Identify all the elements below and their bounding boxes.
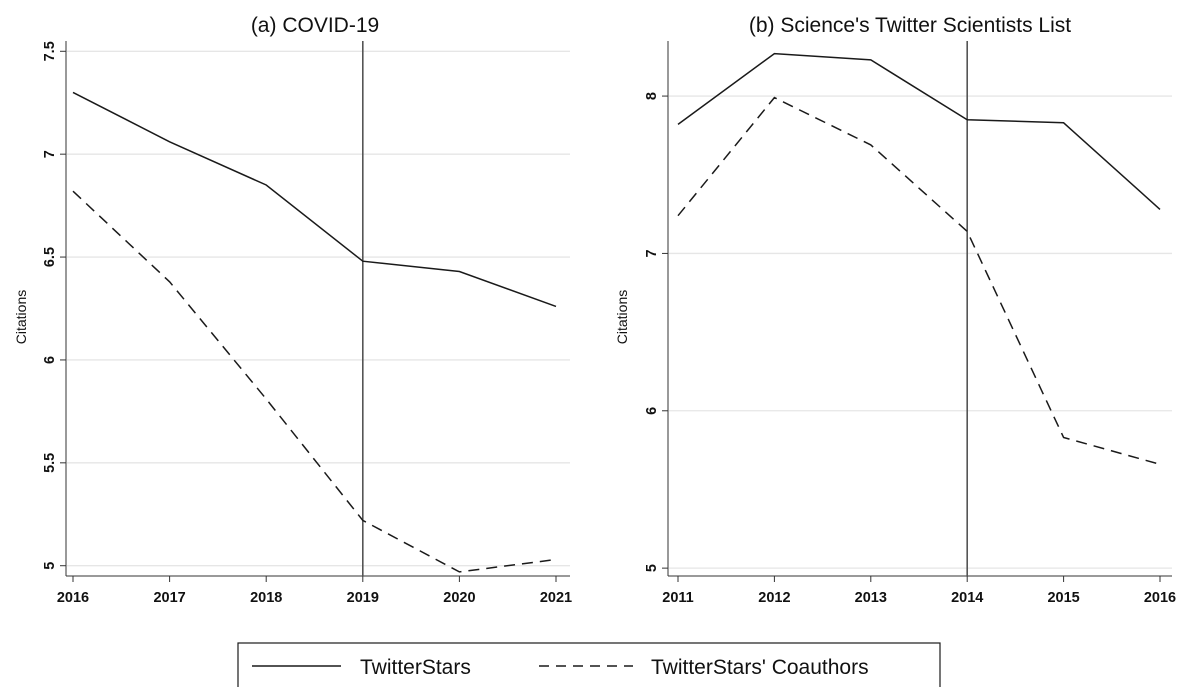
panel-b-y-tick-label: 5 xyxy=(644,564,660,572)
panel-a-x-tick-label: 2017 xyxy=(153,590,185,606)
legend: TwitterStars TwitterStars' Coauthors xyxy=(237,642,941,687)
panel-b-y-axis-label: Citations xyxy=(614,290,630,344)
panel-b-x-tick-label: 2015 xyxy=(1047,590,1079,606)
panel-a-series-coauthors-line xyxy=(72,190,557,573)
panel-a-y-tick-label: 7 xyxy=(42,150,58,158)
panel-a-y-tick-label: 5 xyxy=(42,562,58,570)
panel-b-x-tick-label: 2013 xyxy=(855,590,887,606)
panel-b-y-tick-label: 6 xyxy=(644,407,660,415)
panel-a-y-axis-label: Citations xyxy=(13,290,29,344)
panel-a-y-tick-label: 6.5 xyxy=(42,247,58,267)
panel-b: (b) Science's Twitter Scientists List Ci… xyxy=(614,14,1176,606)
panel-b-y-tick-label: 7 xyxy=(644,249,660,257)
panel-b-x-tick-label: 2016 xyxy=(1144,590,1176,606)
panel-a-plot-area: 5 5.5 6 6.5 7 7.5 2016 2017 2018 2019 2020 2021 xyxy=(42,41,572,606)
panel-a-y-tick-label: 5.5 xyxy=(42,453,58,473)
panel-a-x-tick-label: 2019 xyxy=(347,590,379,606)
legend-item-twitterstars: TwitterStars xyxy=(360,656,471,679)
panel-b-x-tick-label: 2011 xyxy=(662,590,693,606)
panel-b-series-twitterstars-line xyxy=(677,52,1161,210)
legend-box xyxy=(237,642,941,687)
panel-a-x-tick-label: 2018 xyxy=(250,590,282,606)
panel-a-y-tick-label: 7.5 xyxy=(42,41,58,61)
panel-b-plot-area: 5 6 7 8 2011 2012 2013 2014 2015 2016 xyxy=(644,41,1176,606)
panel-b-x-tick-label: 2014 xyxy=(951,590,983,606)
panel-a-y-tick-label: 6 xyxy=(42,356,58,364)
legend-item-coauthors: TwitterStars' Coauthors xyxy=(651,656,869,679)
panel-b-series-coauthors-line xyxy=(677,96,1161,466)
panel-a-series-twitterstars-line xyxy=(72,91,557,308)
panel-a-x-tick-label: 2021 xyxy=(540,590,572,606)
panel-b-x-tick-label: 2012 xyxy=(758,590,790,606)
panel-a: (a) COVID-19 Citations 5 5.5 6 6.5 7 7.5 2016 2… xyxy=(13,14,572,606)
panel-b-y-tick-label: 8 xyxy=(644,92,660,100)
panel-b-title: (b) Science's Twitter Scientists List xyxy=(749,14,1071,37)
panel-a-x-tick-label: 2020 xyxy=(443,590,475,606)
panel-a-title: (a) COVID-19 xyxy=(251,14,379,37)
panel-a-x-tick-label: 2016 xyxy=(57,590,89,606)
